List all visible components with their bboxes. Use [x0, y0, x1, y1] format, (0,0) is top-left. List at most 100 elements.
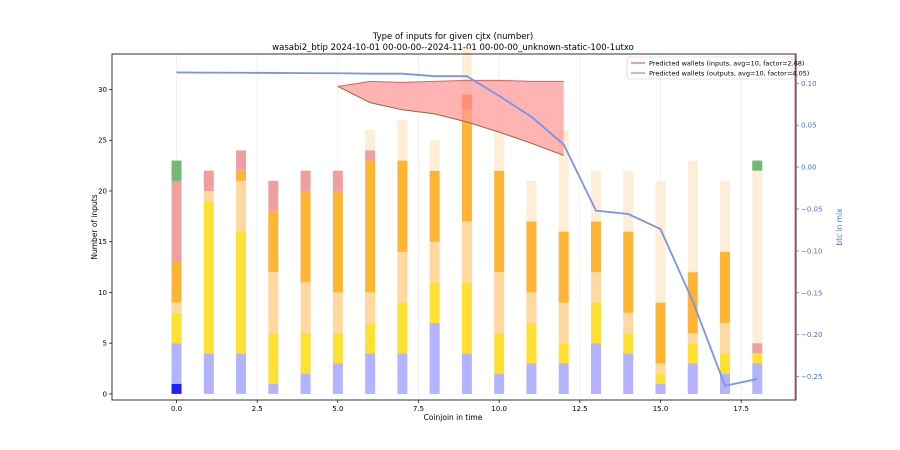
predicted-wallets-band	[337, 79, 564, 156]
bar-segment-yellow	[171, 312, 182, 344]
y2-tick-label: 0.00	[801, 164, 817, 172]
bar-segment-cream	[429, 140, 440, 171]
y2-axis-label: btc in mix	[835, 208, 844, 246]
bar-segment-cream	[720, 180, 731, 252]
y2-axis-ticks: 0.10 0.05 0.00 −0.05 −0.10 −0.15 −0.20 −0.25	[796, 80, 822, 381]
x-tick-label: 15.0	[653, 405, 669, 413]
y-tick-label: 25	[98, 137, 107, 145]
bar-segment-salmon	[332, 170, 343, 191]
bar-segment-green	[171, 160, 182, 181]
x-tick-label: 10.0	[491, 405, 507, 413]
bar-segment-lavender	[655, 383, 666, 394]
y2-tick-label: −0.05	[801, 205, 822, 213]
bar-segment-salmon	[752, 343, 763, 354]
bar-segment-peach	[300, 282, 311, 334]
x-tick-label: 0.0	[171, 405, 182, 413]
bar-segment-lavender	[590, 343, 601, 394]
bar-segment-lavender	[397, 353, 408, 394]
bar-segment-cream	[623, 170, 634, 232]
bar-segment-peach	[655, 363, 666, 374]
y2-tick-label: −0.25	[801, 373, 822, 381]
y2-tick-label: −0.15	[801, 289, 822, 297]
y-axis-label: Number of inputs	[90, 194, 99, 259]
bar-segment-cream	[365, 130, 376, 151]
bar-segment-peach	[236, 180, 247, 232]
bar-segment-blue	[171, 383, 182, 394]
bar-segment-yellow	[236, 231, 247, 354]
bar-segment-salmon	[171, 180, 182, 263]
bar-segment-orange	[332, 190, 343, 293]
bar-segment-orange	[720, 251, 731, 323]
y2-tick-label: 0.05	[801, 122, 817, 130]
bar-segment-cream	[461, 48, 472, 95]
bar-segment-yellow	[365, 322, 376, 354]
bar-segment-lavender	[623, 353, 634, 394]
bar-segment-lavender	[300, 373, 311, 394]
bar-segment-yellow	[203, 201, 214, 354]
bar-segment-orange	[300, 190, 311, 283]
bar-segment-lavender	[494, 373, 505, 394]
bar-segment-peach	[268, 272, 279, 334]
bar-segment-lavender	[332, 363, 343, 394]
bar-segment-cream	[687, 160, 698, 273]
bar-segment-orange	[494, 170, 505, 273]
bar-segment-salmon	[203, 170, 214, 191]
bar-segment-peach	[429, 241, 440, 283]
bar-segment-cream	[494, 130, 505, 171]
stacked-bars	[171, 48, 763, 394]
bar-segment-yellow	[461, 282, 472, 354]
y-tick-label: 30	[98, 86, 107, 94]
bar-segment-orange	[268, 211, 279, 273]
bar-segment-peach	[687, 333, 698, 344]
bar-segment-peach	[720, 322, 731, 354]
bar-segment-peach	[332, 292, 343, 334]
bar-segment-cream	[397, 119, 408, 161]
y2-tick-label: 0.10	[801, 80, 817, 88]
bar-segment-yellow	[752, 353, 763, 364]
bar-segment-yellow	[332, 333, 343, 364]
bar-segment-lavender	[687, 363, 698, 394]
y-tick-label: 0	[103, 390, 107, 398]
bar-segment-cream	[655, 180, 666, 303]
bar-segment-orange	[171, 262, 182, 303]
bar-segment-yellow	[590, 302, 601, 344]
y-tick-label: 5	[103, 340, 107, 348]
bar-segment-cream	[558, 130, 569, 232]
bar-segment-cream	[526, 180, 537, 222]
bar-segment-yellow	[558, 343, 569, 364]
bar-segment-orange	[429, 170, 440, 242]
bar-segment-peach	[171, 302, 182, 313]
bar-segment-lavender	[429, 322, 440, 394]
bar-segment-orange	[623, 231, 634, 313]
y2-tick-label: −0.20	[801, 331, 822, 339]
bar-segment-peach	[494, 272, 505, 334]
bar-segment-peach	[526, 292, 537, 323]
bar-segment-cream	[752, 170, 763, 344]
bar-segment-salmon	[300, 170, 311, 191]
bar-segment-peach	[558, 302, 569, 344]
bar-segment-lavender	[236, 353, 247, 394]
legend-label-inputs: Predicted wallets (inputs, avg=10, facto…	[649, 60, 805, 68]
bar-segment-lavender	[171, 343, 182, 384]
bar-segment-peach	[623, 312, 634, 334]
legend: Predicted wallets (inputs, avg=10, facto…	[626, 56, 809, 80]
predicted-lower-edge	[337, 86, 564, 156]
bar-segment-orange	[461, 109, 472, 222]
legend-label-outputs: Predicted wallets (outputs, avg=10, fact…	[649, 70, 809, 78]
x-tick-label: 7.5	[413, 405, 424, 413]
y-tick-label: 10	[98, 289, 107, 297]
legend-box	[626, 56, 793, 80]
plot-frame	[111, 53, 797, 401]
chart-subtitle: wasabi2_btip 2024-10-01 00-00-00--2024-1…	[272, 43, 634, 53]
bar-segment-orange	[236, 170, 247, 181]
bar-segment-peach	[461, 221, 472, 283]
btc-in-mix-line	[176, 71, 758, 387]
btc-in-mix-series	[176, 71, 758, 387]
bar-segment-yellow	[655, 373, 666, 384]
bar-segment-lavender	[203, 353, 214, 394]
bar-segment-peach	[397, 251, 408, 303]
bar-segment-peach	[590, 272, 601, 303]
chart-title: Type of inputs for given cjtx (number)	[372, 32, 534, 42]
x-tick-label: 5.0	[332, 405, 343, 413]
